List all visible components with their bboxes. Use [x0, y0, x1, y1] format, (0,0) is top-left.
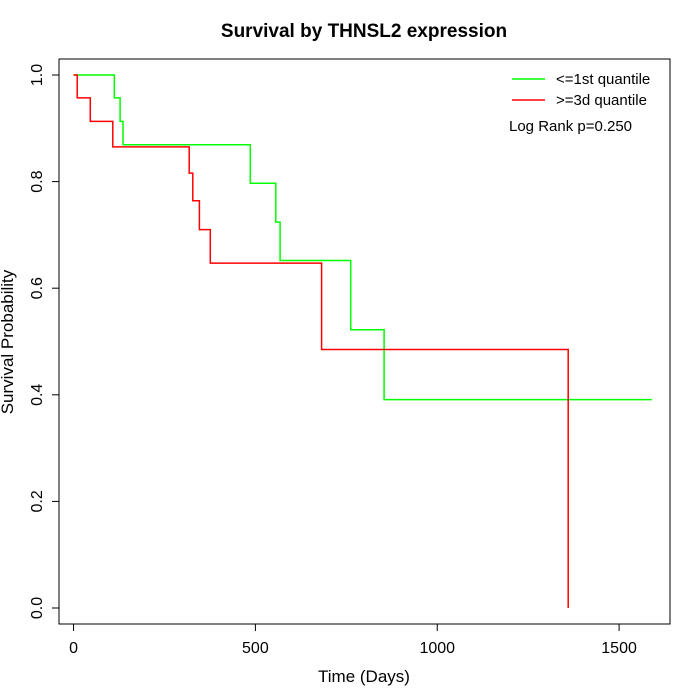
y-axis: 0.0 0.2 0.4 0.6 0.8 1.0 [29, 64, 60, 619]
y-tick-label: 0.2 [29, 490, 46, 512]
chart-title: Survival by THNSL2 expression [221, 21, 507, 42]
y-tick-label: 0.4 [29, 384, 46, 406]
x-axis-title: Time (Days) [318, 667, 410, 686]
x-tick-label: 1000 [419, 640, 455, 657]
x-tick-label: 500 [242, 640, 269, 657]
y-tick-label: 0.6 [29, 277, 46, 299]
legend-label-lower-quantile: <=1st quantile [556, 71, 650, 88]
x-tick-label: 1500 [601, 640, 637, 657]
survival-curve-upper-quantile [73, 74, 569, 608]
log-rank-annotation: Log Rank p=0.250 [509, 118, 632, 135]
survival-curve-lower-quantile [73, 74, 652, 401]
legend-label-upper-quantile: >=3d quantile [556, 92, 647, 109]
y-tick-label: 0.0 [29, 597, 46, 619]
y-axis-title: Survival Probability [0, 269, 17, 414]
legend: <=1st quantile >=3d quantile [512, 71, 650, 109]
y-tick-label: 0.8 [29, 170, 46, 192]
y-tick-label: 1.0 [29, 64, 46, 86]
series-layer [73, 74, 652, 608]
x-tick-label: 0 [69, 640, 78, 657]
x-axis: 0 500 1000 1500 [69, 623, 637, 657]
